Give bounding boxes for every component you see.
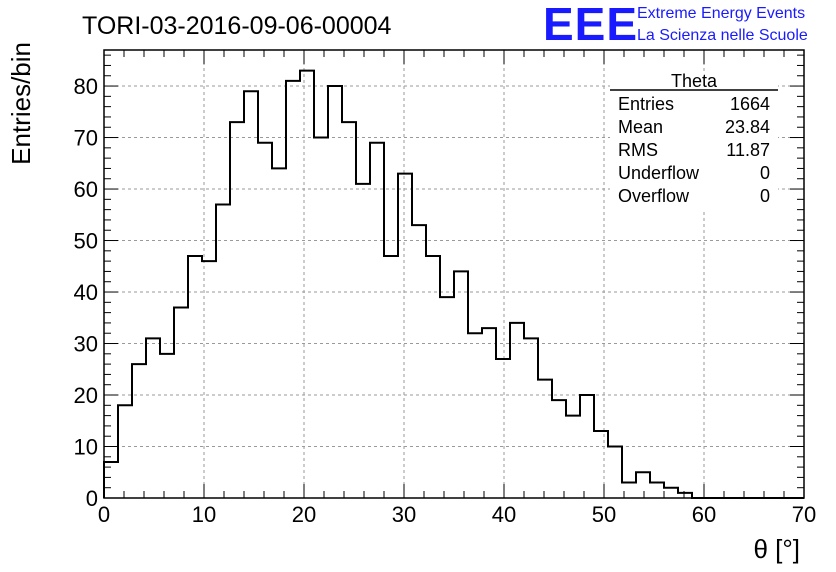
stats-row-label: RMS [618, 140, 658, 160]
y-axis-ticks: 0 10 20 30 40 50 60 70 80 [74, 54, 804, 511]
x-tick-label: 70 [792, 502, 816, 527]
stats-row-label: Entries [618, 94, 674, 114]
stats-row-value: 0 [760, 186, 770, 206]
stats-row-label: Overflow [618, 186, 690, 206]
x-tick-label: 0 [98, 502, 110, 527]
stats-box: Theta Entries 1664 Mean 23.84 RMS 11.87 Underf… [610, 71, 778, 212]
y-tick-label: 50 [74, 229, 98, 254]
histogram-step-line [103, 69, 804, 499]
x-tick-label: 60 [692, 502, 716, 527]
eee-logo-mark: EEE [543, 0, 638, 50]
x-tick-label: 20 [292, 502, 316, 527]
stats-row-value: 1664 [730, 94, 770, 114]
y-tick-label: 70 [74, 126, 98, 151]
x-tick-label: 40 [492, 502, 516, 527]
stats-row-value: 23.84 [725, 117, 770, 137]
y-tick-label: 30 [74, 332, 98, 357]
histogram-series [103, 69, 804, 499]
x-axis-ticks: 0 10 20 30 40 50 60 70 [98, 50, 816, 527]
chart-title: TORI-03-2016-09-06-00004 [82, 12, 392, 40]
plot-border [103, 49, 805, 499]
stats-box-background [610, 72, 778, 212]
x-tick-label: 10 [192, 502, 216, 527]
stats-rows: Entries 1664 Mean 23.84 RMS 11.87 Underflow 0 Ov… [618, 94, 770, 206]
logo-line-1: Extreme Energy Events [637, 5, 805, 22]
y-axis-title: Entries/bin [6, 42, 36, 165]
plot-frame [103, 49, 805, 499]
x-axis-title: θ [°] [753, 534, 800, 564]
y-tick-label: 60 [74, 177, 98, 202]
stats-row-value: 11.87 [726, 140, 770, 160]
x-tick-label: 50 [592, 502, 616, 527]
stats-row-label: Mean [618, 117, 663, 137]
y-tick-label: 80 [74, 74, 98, 99]
stats-box-title: Theta [671, 71, 718, 91]
logo-line-2: La Scienza nelle Scuole [637, 27, 808, 44]
y-tick-label: 10 [74, 435, 98, 460]
y-tick-label: 0 [86, 486, 98, 511]
y-tick-label: 40 [74, 280, 98, 305]
stats-row-value: 0 [760, 163, 770, 183]
x-tick-label: 30 [392, 502, 416, 527]
stats-row-label: Underflow [618, 163, 700, 183]
y-tick-label: 20 [74, 383, 98, 408]
